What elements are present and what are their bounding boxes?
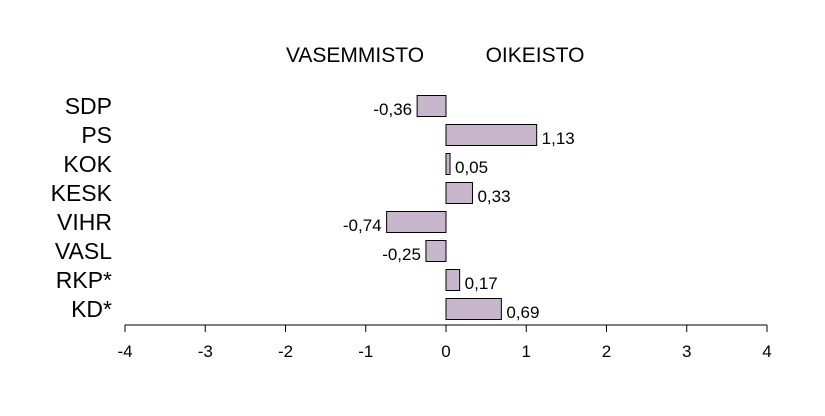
value-label: 0,69 bbox=[506, 303, 539, 322]
bar bbox=[445, 298, 502, 320]
category-label: KD* bbox=[71, 296, 112, 322]
bar bbox=[445, 124, 538, 146]
side-label-left: VASEMMISTO bbox=[286, 44, 424, 67]
side-label-right: OIKEISTO bbox=[486, 44, 585, 67]
value-label: 0,33 bbox=[477, 187, 510, 206]
value-label: 0,05 bbox=[455, 158, 488, 177]
category-label: SDP bbox=[65, 93, 112, 119]
bar bbox=[416, 95, 447, 117]
category-label: KOK bbox=[63, 151, 112, 177]
bar bbox=[445, 153, 451, 175]
x-tick-label: -2 bbox=[278, 342, 293, 361]
value-label: -0,74 bbox=[343, 216, 382, 235]
x-tick-label: 4 bbox=[762, 342, 771, 361]
value-label: -0,36 bbox=[373, 100, 412, 119]
x-tick-label: 2 bbox=[602, 342, 611, 361]
category-label: VIHR bbox=[57, 209, 112, 235]
x-tick-label: -3 bbox=[198, 342, 213, 361]
bar bbox=[445, 269, 461, 291]
value-label: 1,13 bbox=[542, 129, 575, 148]
x-tick-label: 1 bbox=[522, 342, 531, 361]
bars-group: SDP -0,36 PS 1,13 KOK 0,05 KESK 0,33 VIHR -0,74 VA… bbox=[51, 93, 575, 322]
x-tick-label: 3 bbox=[682, 342, 691, 361]
bar bbox=[386, 211, 447, 233]
value-label: -0,25 bbox=[382, 245, 421, 264]
value-label: 0,17 bbox=[465, 274, 498, 293]
x-axis: -4 -3 -2 -1 0 1 2 3 4 bbox=[117, 324, 772, 361]
category-label: RKP* bbox=[56, 267, 112, 293]
x-tick-label: -4 bbox=[117, 342, 132, 361]
x-tick-label: -1 bbox=[358, 342, 373, 361]
bar bbox=[425, 240, 447, 262]
bar bbox=[445, 182, 473, 204]
x-tick-label: 0 bbox=[441, 342, 450, 361]
category-label: KESK bbox=[51, 180, 113, 206]
category-label: PS bbox=[81, 122, 112, 148]
category-label: VASL bbox=[55, 238, 112, 264]
